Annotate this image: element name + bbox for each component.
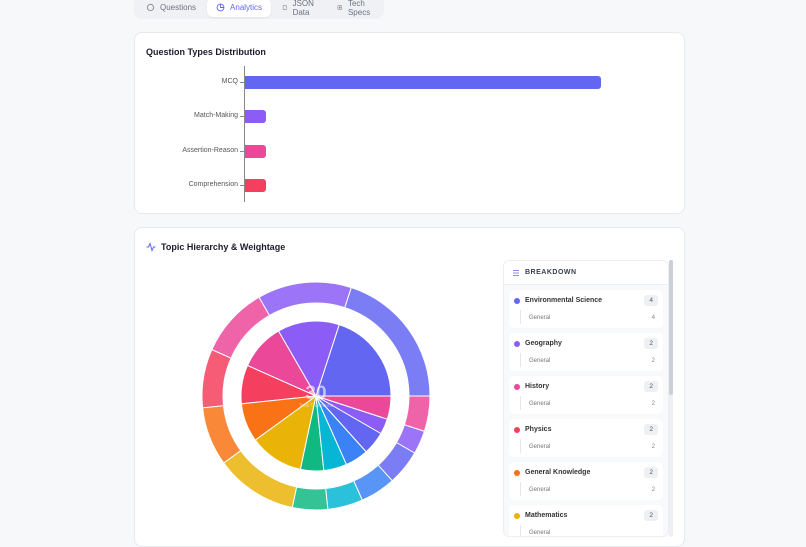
tab-json-data[interactable]: JSON Data bbox=[273, 0, 326, 17]
color-dot bbox=[514, 470, 520, 476]
tick bbox=[240, 184, 244, 186]
tick bbox=[240, 150, 244, 152]
outer-slice[interactable] bbox=[258, 281, 352, 317]
tick bbox=[240, 82, 244, 83]
tree-line bbox=[520, 353, 521, 367]
tree-line bbox=[520, 482, 521, 496]
bar-label: Match-Making bbox=[194, 112, 238, 120]
breakdown-item[interactable]: General Knowledge 2 General 2 bbox=[509, 462, 663, 500]
tree-line bbox=[520, 439, 521, 453]
outer-slice[interactable] bbox=[291, 486, 329, 511]
breakdown-item[interactable]: Geography 2 General 2 bbox=[509, 333, 663, 371]
tree-line bbox=[520, 525, 521, 536]
card-title: Topic Hierarchy & Weightage bbox=[146, 242, 285, 252]
inner-slice[interactable] bbox=[315, 395, 392, 420]
tick bbox=[240, 116, 244, 118]
bar-assertion-reason[interactable] bbox=[245, 144, 266, 158]
color-dot bbox=[514, 298, 520, 304]
count-badge: 2 bbox=[644, 424, 658, 435]
subtopic-name: General bbox=[529, 444, 551, 450]
inner-slice[interactable] bbox=[277, 320, 340, 398]
subtopic-count: 2 bbox=[651, 401, 655, 407]
list-icon bbox=[513, 269, 519, 276]
color-dot bbox=[514, 341, 520, 347]
outer-slice[interactable] bbox=[403, 395, 431, 432]
breakdown-item[interactable]: Environmental Science 4 General 4 bbox=[509, 290, 663, 328]
breakdown-item[interactable]: History 2 General 2 bbox=[509, 376, 663, 414]
breakdown-scrollbar[interactable] bbox=[669, 260, 673, 537]
color-dot bbox=[514, 513, 520, 519]
topic-name: General Knowledge bbox=[525, 469, 591, 476]
count-badge: 2 bbox=[644, 381, 658, 392]
scrollbar-thumb[interactable] bbox=[669, 260, 673, 395]
count-badge: 2 bbox=[644, 510, 658, 521]
tab-tech-specs[interactable]: Tech Specs bbox=[328, 0, 382, 17]
topic-name: Physics bbox=[525, 426, 552, 433]
outer-slice[interactable] bbox=[201, 348, 232, 409]
count-badge: 4 bbox=[644, 295, 658, 306]
subtopic-name: General bbox=[529, 401, 551, 407]
topic-name: Geography bbox=[525, 340, 562, 347]
brain-icon bbox=[146, 3, 155, 12]
card-title: Question Types Distribution bbox=[146, 47, 266, 57]
question-types-card: Question Types Distribution MCQ Match-Mak… bbox=[134, 32, 685, 214]
breakdown-header: BREAKDOWN bbox=[504, 261, 668, 285]
tree-line bbox=[520, 310, 521, 324]
subtopic-count: 2 bbox=[651, 358, 655, 364]
y-axis-line bbox=[244, 66, 245, 202]
chip-icon bbox=[337, 5, 343, 10]
topic-name: Environmental Science bbox=[525, 297, 603, 304]
bar-match-making[interactable] bbox=[245, 110, 266, 124]
total-label: Total Questions bbox=[299, 403, 334, 409]
tab-questions[interactable]: Questions bbox=[137, 0, 205, 17]
pie-icon bbox=[216, 3, 225, 12]
subtopic-count: 4 bbox=[651, 315, 655, 321]
bar-label: MCQ bbox=[221, 78, 238, 85]
bar-comprehension[interactable] bbox=[245, 178, 266, 192]
tab-analytics[interactable]: Analytics bbox=[207, 0, 272, 17]
subtopic-count: 2 bbox=[651, 487, 655, 493]
bar-label: Comprehension bbox=[188, 180, 238, 188]
breakdown-item[interactable]: Physics 2 General 2 bbox=[509, 419, 663, 457]
file-icon bbox=[282, 5, 287, 10]
bar-mcq[interactable] bbox=[245, 76, 601, 89]
subtopic-name: General bbox=[529, 315, 551, 321]
tab-bar: Questions Analytics JSON Data Tech Specs bbox=[134, 0, 384, 19]
color-dot bbox=[514, 384, 520, 390]
bar-label: Assertion-Reason bbox=[182, 146, 238, 154]
subtopic-name: General bbox=[529, 358, 551, 364]
breakdown-panel: BREAKDOWN Environmental Science 4 General 4… bbox=[503, 260, 669, 537]
tree-line bbox=[520, 396, 521, 410]
activity-icon bbox=[146, 242, 156, 252]
topic-name: History bbox=[525, 383, 550, 390]
count-badge: 2 bbox=[644, 467, 658, 478]
total-value: 30 bbox=[305, 383, 326, 404]
subtopic-name: General bbox=[529, 487, 551, 493]
subtopic-name: General bbox=[529, 530, 551, 536]
breakdown-item[interactable]: Mathematics 2 General bbox=[509, 505, 663, 536]
subtopic-count: 2 bbox=[651, 444, 655, 450]
color-dot bbox=[514, 427, 520, 433]
topic-name: Mathematics bbox=[525, 512, 568, 519]
inner-slice[interactable] bbox=[315, 324, 392, 397]
count-badge: 2 bbox=[644, 338, 658, 349]
